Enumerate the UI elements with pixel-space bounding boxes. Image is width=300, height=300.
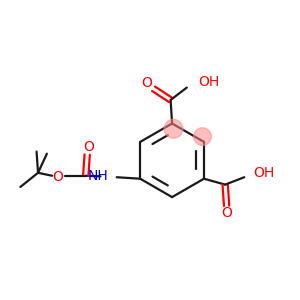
Text: OH: OH [198,75,219,89]
Circle shape [164,119,183,138]
Text: O: O [221,206,232,220]
Text: O: O [142,76,152,91]
Text: NH: NH [88,169,108,183]
Text: OH: OH [253,166,274,180]
Text: O: O [83,140,94,154]
Text: O: O [52,170,64,184]
Circle shape [194,128,211,146]
